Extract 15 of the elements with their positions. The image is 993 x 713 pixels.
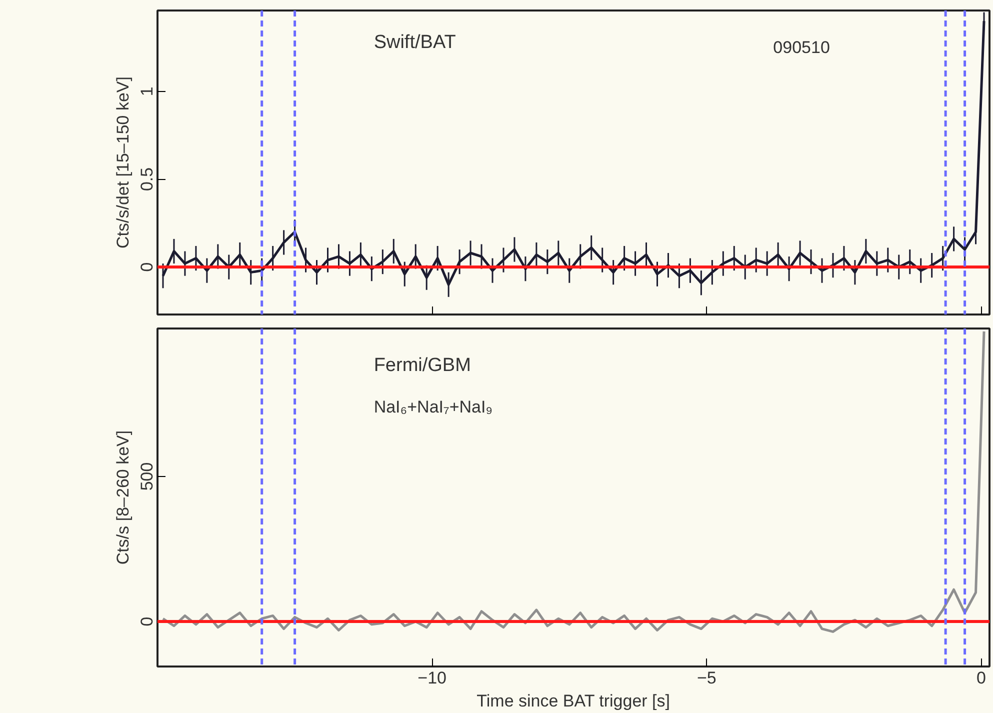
y-tick-label: 500	[138, 462, 156, 491]
x-tick-label: −5	[696, 668, 716, 688]
y-tick-label: 0	[138, 616, 156, 626]
y-tick-label: 1	[138, 86, 156, 96]
annotation: Fermi/GBM	[374, 354, 471, 376]
y-tick-label: 0.5	[138, 167, 156, 192]
x-axis-title: Time since BAT trigger [s]	[476, 692, 670, 710]
y-axis-title: Cts/s/det [15–150 keV]	[114, 76, 132, 248]
annotation: NaI₆+NaI₇+NaI₉	[374, 397, 492, 416]
y-tick-label: 0	[138, 262, 156, 272]
y-axis-title: Cts/s [8–260 keV]	[114, 430, 132, 565]
annotation: 090510	[773, 38, 830, 58]
annotation: Swift/BAT	[374, 32, 456, 54]
x-tick-label: 0	[976, 668, 986, 688]
x-tick-label: −10	[418, 668, 447, 688]
